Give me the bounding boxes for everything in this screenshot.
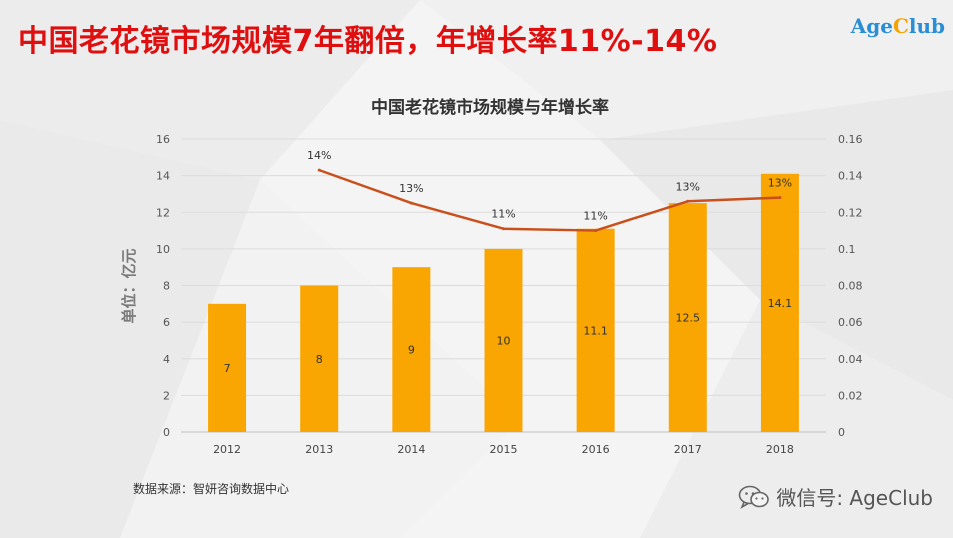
growth-rate-line (318, 168, 780, 232)
y-left-tick-label: 12 (156, 206, 170, 219)
y-right-tick-label: 0 (838, 426, 845, 439)
y-right-tick-label: 0.12 (838, 206, 863, 219)
x-tick-label: 2015 (490, 443, 518, 456)
page-title: 中国老花镜市场规模7年翻倍，年增长率11%-14% (18, 24, 718, 59)
ageclub-logo: AgeClub (851, 14, 945, 38)
growth-rate-label: 13% (399, 182, 423, 195)
y-right-tick-label: 0.06 (838, 316, 863, 329)
y-axis-label: 单位：亿元 (120, 248, 138, 323)
growth-rate-point (778, 196, 782, 200)
bar-2014 (392, 267, 431, 432)
growth-rate-point (409, 201, 413, 205)
logo-part-c: C (892, 14, 909, 38)
y-right-tick-label: 0.1 (838, 243, 856, 256)
bar-2018 (760, 173, 799, 432)
y-left-tick-label: 14 (156, 170, 170, 183)
logo-part-lub: lub (908, 14, 945, 38)
bar-value-label: 12.5 (676, 312, 701, 325)
growth-rate-label: 14% (307, 149, 331, 162)
growth-rate-label: 13% (676, 180, 700, 193)
bar-value-label: 14.1 (768, 297, 793, 310)
y-left-tick-label: 16 (156, 133, 170, 146)
logo-part-age: Age (850, 14, 893, 38)
growth-rate-point (686, 199, 690, 203)
y-left-tick-label: 4 (163, 353, 170, 366)
x-tick-label: 2013 (305, 443, 333, 456)
x-tick-label: 2016 (582, 443, 610, 456)
growth-rate-label: 11% (491, 208, 515, 221)
x-tick-label: 2017 (674, 443, 702, 456)
bar-2016 (576, 228, 615, 432)
y-right-tick-label: 0.02 (838, 389, 863, 402)
data-source-note: 数据来源：智妍咨询数据中心 (133, 482, 290, 496)
growth-rate-label: 13% (768, 177, 792, 190)
bar-value-label: 11.1 (583, 324, 608, 337)
bar-value-label: 10 (497, 334, 511, 347)
chart-title: 中国老花镜市场规模与年增长率 (371, 97, 609, 118)
bar-value-label: 8 (316, 353, 323, 366)
growth-rate-point (317, 168, 321, 172)
y-right-tick-label: 0.14 (838, 170, 863, 183)
wechat-icon (739, 485, 770, 509)
bar-2015 (484, 248, 523, 432)
growth-rate-point (594, 229, 598, 233)
x-tick-label: 2012 (213, 443, 241, 456)
y-right-tick-label: 0.08 (838, 280, 863, 293)
bar-2013 (300, 285, 339, 432)
growth-rate-label: 11% (583, 210, 607, 223)
bar-2012 (208, 303, 247, 432)
x-tick-label: 2014 (397, 443, 425, 456)
y-left-tick-label: 2 (163, 389, 170, 402)
wechat-watermark: 微信号: AgeClub (738, 482, 933, 511)
y-left-tick-label: 10 (156, 243, 170, 256)
y-left-tick-label: 8 (163, 280, 170, 293)
bar-value-label: 7 (224, 362, 231, 375)
bar-2017 (668, 203, 707, 432)
y-left-tick-label: 6 (163, 316, 170, 329)
growth-rate-point (502, 227, 505, 231)
y-right-tick-label: 0.04 (838, 353, 863, 366)
y-left-tick-label: 0 (163, 426, 170, 439)
wechat-label: 微信号: AgeClub (776, 486, 933, 510)
bar-value-label: 9 (408, 344, 415, 357)
x-tick-label: 2018 (766, 443, 794, 456)
y-right-tick-label: 0.16 (838, 133, 863, 146)
